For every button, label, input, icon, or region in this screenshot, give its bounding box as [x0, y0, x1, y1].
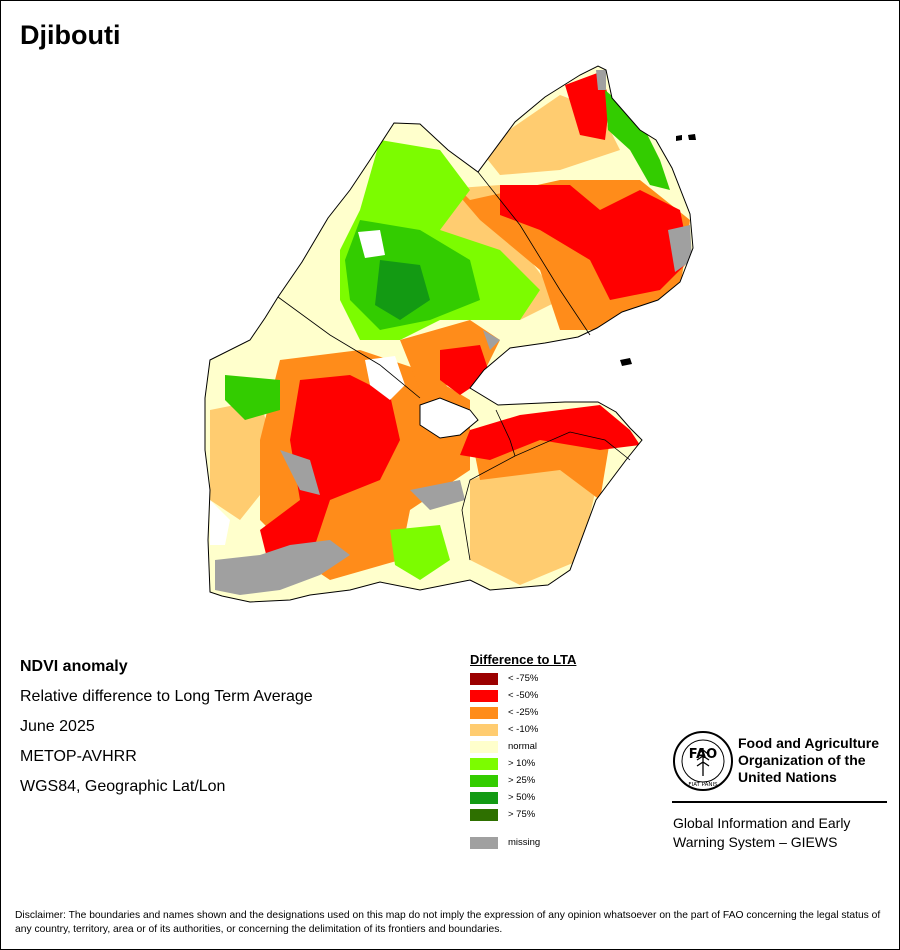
moucha-island — [620, 358, 632, 366]
anomaly-lt50-east — [460, 405, 640, 460]
fao-logo-icon: FAO FIAT PANIS — [673, 731, 733, 791]
anomaly-lt50-northeast — [500, 185, 690, 300]
island-north-2 — [688, 134, 696, 140]
legend-swatch — [470, 809, 498, 821]
lake-abbe — [210, 500, 230, 545]
legend-swatch — [470, 792, 498, 804]
anomaly-lt10-south — [470, 450, 600, 585]
white-patch-north — [358, 230, 385, 258]
legend-swatch — [470, 724, 498, 736]
giews-line-2: Warning System – GIEWS — [673, 834, 838, 850]
missing-south-central — [410, 480, 465, 510]
legend-swatch — [470, 837, 498, 849]
region-boundary-djibouti-arta — [495, 409, 631, 461]
anomaly-gt50-north — [375, 260, 430, 320]
giews-line-1: Global Information and Early — [673, 815, 851, 831]
legend-label: missing — [508, 837, 541, 848]
missing-north-tip — [596, 70, 606, 90]
legend-swatch — [470, 707, 498, 719]
legend-label: > 25% — [508, 775, 536, 786]
giews-name: Global Information and Early Warning Sys… — [673, 814, 850, 852]
missing-center — [483, 330, 500, 350]
period: June 2025 — [20, 718, 95, 735]
country-border — [204, 65, 694, 603]
legend-label: > 10% — [508, 758, 536, 769]
sensor: METOP-AVHRR — [20, 748, 137, 765]
map-title: Djibouti — [20, 20, 121, 50]
missing-south — [215, 540, 350, 595]
legend-swatch — [470, 741, 498, 753]
anomaly-lt50-southwest — [260, 375, 400, 570]
organization-name: Food and Agriculture Organization of the… — [738, 735, 879, 786]
product-name: NDVI anomaly — [20, 658, 128, 675]
region-boundary-tadjourah-dikhil — [277, 296, 421, 399]
legend-label: < -10% — [508, 724, 539, 735]
legend-label: normal — [508, 741, 538, 752]
legend-swatch — [470, 775, 498, 787]
anomaly-gt25-west — [225, 375, 280, 420]
organization-name-line-2: Organization of the — [738, 752, 866, 768]
legend-swatch — [470, 690, 498, 702]
island-north-1 — [676, 135, 682, 141]
legend-label: < -50% — [508, 690, 539, 701]
legend-label: < -75% — [508, 673, 539, 684]
missing-east-coast — [668, 225, 692, 272]
anomaly-gt10-south — [390, 525, 450, 580]
organization-name-line-3: United Nations — [738, 769, 837, 785]
organization-name-line-1: Food and Agriculture — [738, 735, 880, 751]
projection: WGS84, Geographic Lat/Lon — [20, 778, 226, 795]
legend-label: < -25% — [508, 707, 539, 718]
region-boundary-tadjourah-obock — [477, 171, 591, 336]
missing-west — [280, 450, 320, 495]
ndvi-anomaly-map — [204, 65, 696, 603]
logo-divider — [672, 801, 887, 803]
lake-assal — [365, 356, 405, 400]
legend-swatch — [470, 758, 498, 770]
anomaly-gt25-northeast — [605, 90, 670, 190]
legend-swatch — [470, 673, 498, 685]
legend-title: Difference to LTA — [470, 652, 577, 667]
legend-label: > 50% — [508, 792, 536, 803]
disclaimer: Disclaimer: The boundaries and names sho… — [15, 910, 881, 935]
legend-label: > 75% — [508, 809, 536, 820]
region-boundary-ali-sabieh — [461, 455, 516, 561]
fao-motto: FIAT PANIS — [688, 782, 718, 788]
ghoubet-water — [419, 397, 479, 439]
product-description: Relative difference to Long Term Average — [20, 688, 313, 705]
